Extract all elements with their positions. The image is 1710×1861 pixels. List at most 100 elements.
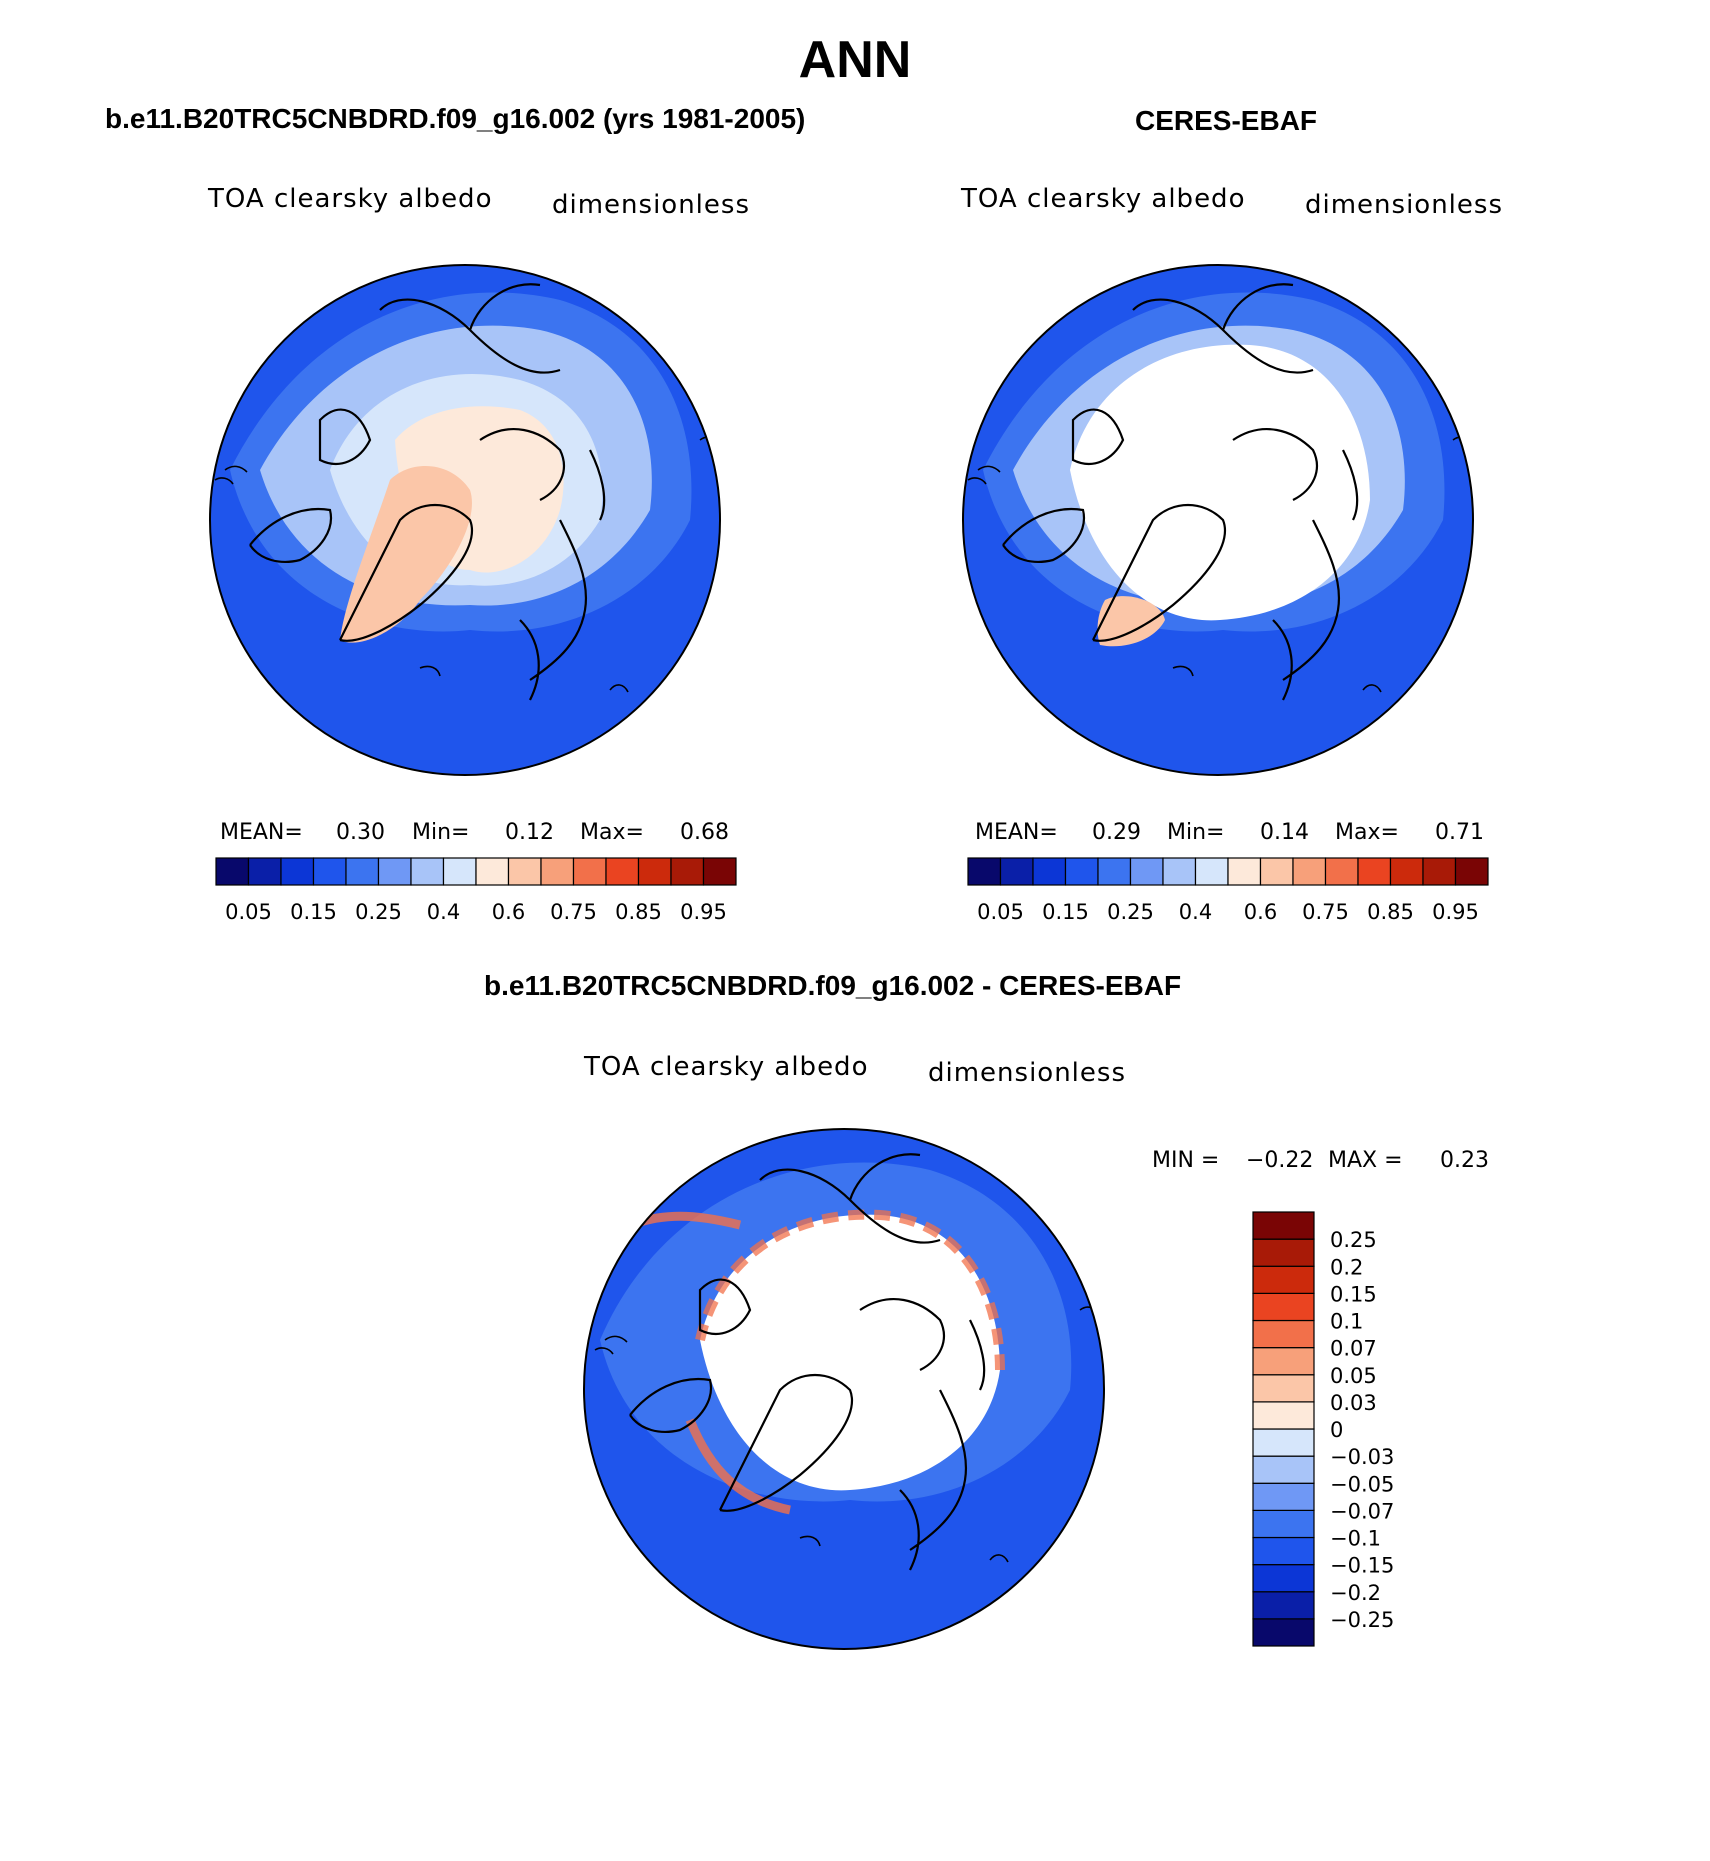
obs-colorbar-tick-label: 0.15	[1042, 900, 1089, 924]
diff-max-value: 0.23	[1440, 1148, 1489, 1173]
model-colorbar-tick-label: 0.25	[355, 900, 402, 924]
obs-colorbar-swatch	[1292, 857, 1327, 886]
obs-colorbar-tick-label: 0.95	[1432, 900, 1479, 924]
model-colorbar-swatch	[702, 857, 737, 886]
diff-colorbar-swatch	[1252, 1401, 1315, 1430]
diff-colorbar-swatch	[1252, 1319, 1315, 1349]
diff-map-no-data	[700, 1214, 1000, 1491]
model-colorbar-tick-label: 0.75	[550, 900, 597, 924]
diff-colorbar-tick-label: 0.1	[1330, 1310, 1363, 1334]
diff-colorbar-swatch	[1252, 1347, 1315, 1376]
model-colorbar-swatch	[507, 857, 542, 886]
model-max-label: Max=	[580, 820, 644, 845]
obs-max-value: 0.71	[1435, 820, 1484, 845]
diff-colorbar-tick-label: 0.15	[1330, 1282, 1377, 1306]
model-units-label: dimensionless	[552, 190, 750, 220]
diff-map-warm-ring	[695, 1209, 1005, 1371]
diff-colorbar-swatch	[1252, 1292, 1315, 1322]
model-min-value: 0.12	[505, 820, 554, 845]
obs-map-greenland	[1097, 596, 1165, 647]
model-colorbar-swatch	[605, 857, 640, 886]
obs-colorbar-swatch	[1259, 857, 1294, 886]
obs-colorbar-swatch	[1129, 857, 1164, 886]
model-colorbar-tick-label: 0.6	[492, 900, 525, 924]
diff-colorbar-tick-label: 0.2	[1330, 1255, 1363, 1279]
model-colorbar-tick-label: 0.15	[290, 900, 337, 924]
obs-map-border	[962, 264, 1474, 776]
obs-panel-title: CERES-EBAF	[1135, 105, 1318, 136]
obs-min-value: 0.14	[1260, 820, 1309, 845]
obs-colorbar-swatch	[1454, 857, 1489, 886]
model-colorbar-swatch	[670, 857, 705, 886]
diff-panel-title: b.e11.B20TRC5CNBDRD.f09_g16.002 - CERES-…	[484, 970, 1182, 1001]
obs-min-label: Min=	[1167, 820, 1225, 845]
obs-colorbar-swatch	[1324, 857, 1359, 886]
obs-map-coastlines	[1002, 283, 1359, 701]
diff-colorbar-tick-label: −0.15	[1330, 1554, 1394, 1578]
model-variable-label: TOA clearsky albedo	[208, 184, 493, 214]
obs-colorbar-tick-label: 0.75	[1302, 900, 1349, 924]
obs-units-label: dimensionless	[1305, 190, 1503, 220]
obs-colorbar-swatch	[967, 857, 1002, 886]
diff-colorbar-swatch	[1252, 1455, 1315, 1484]
diff-colorbar-swatch	[1252, 1238, 1315, 1267]
model-colorbar-swatch	[410, 857, 445, 886]
model-colorbar-swatch	[312, 857, 347, 886]
diff-map	[584, 1129, 1104, 1649]
model-colorbar-swatch	[637, 857, 672, 886]
diff-colorbar-swatch	[1252, 1618, 1315, 1647]
model-map-greenland	[340, 466, 472, 643]
obs-variable-label: TOA clearsky albedo	[961, 184, 1246, 214]
diff-colorbar-tick-label: −0.07	[1330, 1499, 1394, 1523]
diff-colorbar-tick-label: 0.25	[1330, 1228, 1377, 1252]
diff-colorbar-swatch	[1252, 1536, 1315, 1566]
diff-colorbar-tick-label: 0.03	[1330, 1391, 1377, 1415]
model-map-coastlines	[249, 283, 606, 701]
obs-colorbar-swatch	[1422, 857, 1457, 886]
obs-colorbar-swatch	[1032, 857, 1067, 886]
model-colorbar-swatch	[572, 857, 607, 886]
model-colorbar-swatch	[280, 857, 315, 886]
obs-colorbar: 0.05 0.15 0.25 0.4 0.6 0.75 0.85 0.95	[967, 857, 1489, 924]
obs-colorbar-tick-label: 0.25	[1107, 900, 1154, 924]
diff-colorbar-tick-label: 0	[1330, 1418, 1343, 1442]
obs-colorbar-tick-label: 0.05	[977, 900, 1024, 924]
obs-colorbar-tick-label: 0.85	[1367, 900, 1414, 924]
diff-colorbar-swatch	[1252, 1591, 1315, 1620]
obs-colorbar-swatch	[1389, 857, 1424, 886]
model-colorbar-tick-label: 0.05	[225, 900, 272, 924]
diff-map-coastlines	[629, 1153, 986, 1571]
model-colorbar-swatch	[540, 857, 575, 886]
diff-colorbar-tick-label: −0.25	[1330, 1608, 1394, 1632]
model-colorbar-tick-label: 0.4	[427, 900, 460, 924]
model-map	[210, 265, 720, 775]
diff-colorbar-swatch	[1252, 1211, 1315, 1240]
model-min-label: Min=	[412, 820, 470, 845]
model-colorbar-tick-label: 0.85	[615, 900, 662, 924]
model-map-border	[209, 264, 721, 776]
diff-min-value: −0.22	[1246, 1148, 1314, 1173]
obs-colorbar-swatch	[1097, 857, 1132, 886]
obs-colorbar-tick-label: 0.4	[1179, 900, 1212, 924]
model-colorbar-swatch	[475, 857, 510, 886]
diff-map-border	[583, 1128, 1105, 1650]
diff-colorbar-swatch	[1252, 1509, 1315, 1539]
model-colorbar: 0.05 0.15 0.25 0.4 0.6 0.75 0.85 0.95	[215, 857, 737, 924]
obs-map	[963, 265, 1473, 775]
diff-colorbar-tick-label: −0.1	[1330, 1527, 1381, 1551]
diff-colorbar-tick-label: 0.05	[1330, 1364, 1377, 1388]
obs-colorbar-tick-label: 0.6	[1244, 900, 1277, 924]
model-colorbar-swatch	[247, 857, 282, 886]
obs-colorbar-swatch	[1357, 857, 1392, 886]
diff-units-label: dimensionless	[928, 1058, 1126, 1088]
diff-colorbar-tick-label: −0.05	[1330, 1472, 1394, 1496]
obs-colorbar-swatch	[1064, 857, 1099, 886]
diff-colorbar-swatch	[1252, 1428, 1315, 1457]
model-mean-label: MEAN=	[220, 820, 303, 845]
diff-colorbar-tick-label: 0.07	[1330, 1337, 1377, 1361]
figure-title: ANN	[798, 31, 912, 89]
obs-mean-label: MEAN=	[975, 820, 1058, 845]
diff-colorbar-swatch	[1252, 1564, 1315, 1593]
obs-colorbar-swatch	[1227, 857, 1262, 886]
